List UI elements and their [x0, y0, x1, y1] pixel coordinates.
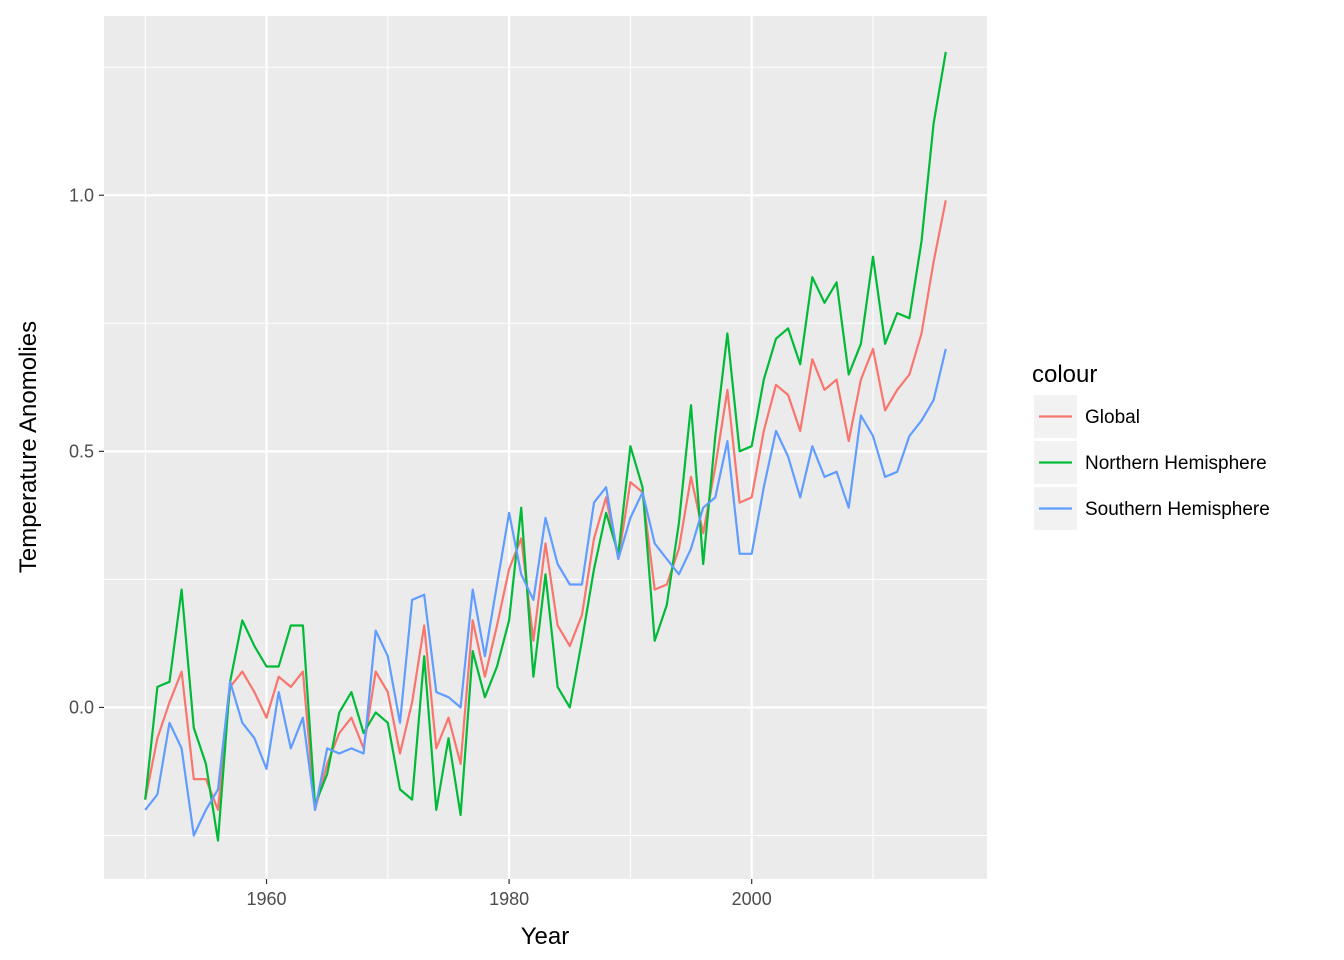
legend-label-southern-hemisphere: Southern Hemisphere	[1085, 499, 1270, 520]
x-tick-label: 1980	[489, 889, 529, 909]
legend-label-northern-hemisphere: Northern Hemisphere	[1085, 453, 1267, 474]
y-axis-ticks: 0.0 0.5 1.0	[69, 185, 104, 717]
x-tick-label: 1960	[247, 889, 287, 909]
series-line-northern-hemisphere	[144, 51, 947, 842]
x-tick-label: 2000	[732, 889, 772, 909]
y-axis-title: Temperature Anomolies	[15, 321, 42, 573]
series-line-southern-hemisphere	[144, 348, 947, 837]
y-tick-label: 0.5	[69, 441, 94, 461]
plot-panel	[104, 16, 987, 879]
y-tick-label: 1.0	[69, 185, 94, 205]
legend: colour Global Northern Hemisphere Southern…	[1032, 361, 1270, 530]
series-lines	[144, 51, 947, 842]
legend-title: colour	[1032, 361, 1097, 388]
major-gridlines	[104, 16, 987, 879]
x-axis-ticks: 1960 1980 2000	[247, 879, 772, 909]
y-tick-label: 0.0	[69, 697, 94, 717]
legend-label-global: Global	[1085, 407, 1140, 428]
x-axis-title: Year	[521, 923, 570, 950]
series-line-global	[144, 200, 947, 812]
